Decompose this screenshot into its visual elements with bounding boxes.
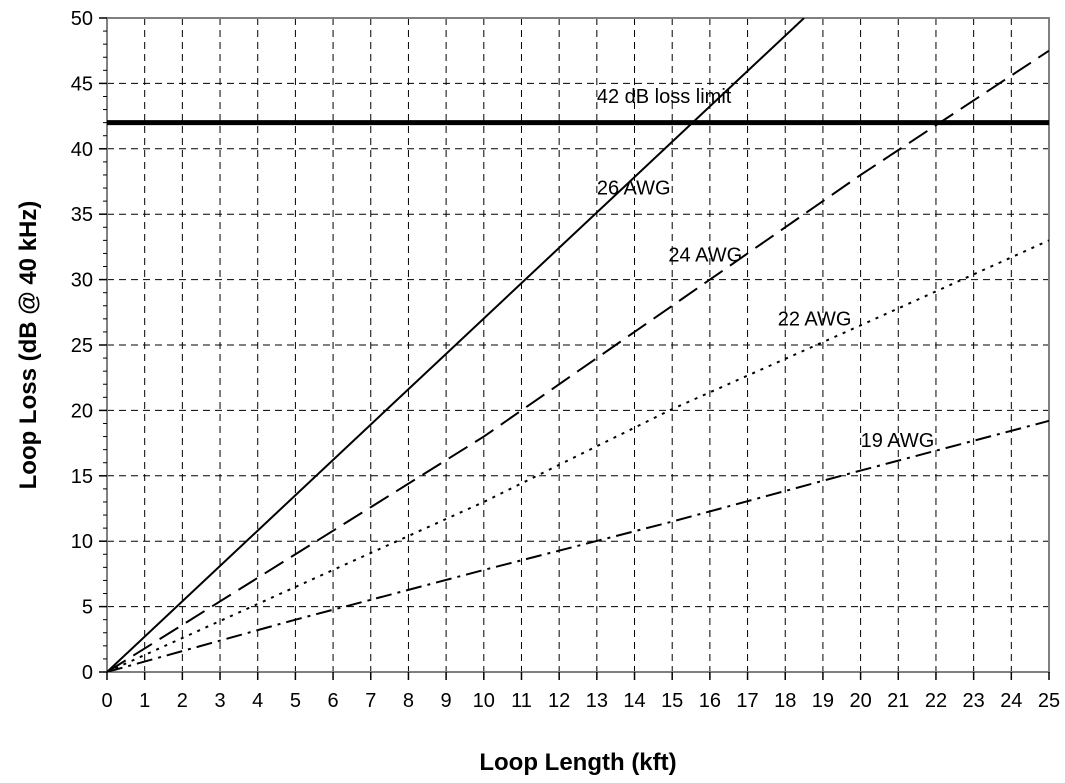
x-tick-label: 7	[365, 690, 376, 712]
x-tick-label: 18	[774, 690, 796, 712]
x-tick-label: 8	[403, 690, 414, 712]
series-label-24-awg: 24 AWG	[668, 244, 742, 266]
x-tick-label: 22	[925, 690, 947, 712]
y-tick-label: 45	[71, 73, 93, 95]
y-tick-label: 20	[71, 400, 93, 422]
x-tick-label: 15	[661, 690, 683, 712]
y-tick-label: 10	[71, 531, 93, 553]
x-tick-label: 12	[548, 690, 570, 712]
x-tick-label: 3	[214, 690, 225, 712]
y-tick-labels: 0 5 10 15 20 25 30 35 40 45 50	[71, 8, 93, 684]
labels: 26 AWG 24 AWG 22 AWG 19 AWG 42 dB loss limit	[597, 86, 934, 452]
x-tick-label: 6	[328, 690, 339, 712]
x-axis-title: Loop Length (kft)	[479, 749, 676, 776]
y-tick-label: 50	[71, 8, 93, 30]
x-tick-label: 4	[252, 690, 263, 712]
x-tick-label: 16	[699, 690, 721, 712]
x-tick-label: 23	[963, 690, 985, 712]
y-axis-title: Loop Loss (dB @ 40 kHz)	[15, 201, 42, 490]
x-tick-label: 17	[736, 690, 758, 712]
y-tick-label: 30	[71, 270, 93, 292]
x-tick-label: 20	[849, 690, 871, 712]
x-tick-label: 1	[139, 690, 150, 712]
series-line-22-awg	[107, 239, 1049, 672]
loss-limit-label: 42 dB loss limit	[597, 86, 732, 108]
grid	[107, 18, 1049, 672]
series-line-19-awg	[107, 419, 1049, 672]
x-tick-label: 2	[177, 690, 188, 712]
series-line-24-awg	[107, 49, 1049, 672]
x-tick-label: 19	[812, 690, 834, 712]
y-tick-label: 35	[71, 204, 93, 226]
x-tick-label: 24	[1000, 690, 1022, 712]
series-label-19-awg: 19 AWG	[861, 430, 935, 452]
x-tick-label: 9	[441, 690, 452, 712]
x-tick-label: 5	[290, 690, 301, 712]
y-tick-label: 5	[82, 597, 93, 619]
x-tick-label: 25	[1038, 690, 1060, 712]
y-tick-label: 15	[71, 466, 93, 488]
series-label-26-awg: 26 AWG	[597, 178, 671, 200]
y-tick-label: 40	[71, 139, 93, 161]
x-tick-label: 11	[511, 690, 532, 712]
x-tick-label: 0	[101, 690, 112, 712]
series-line-26-awg	[107, 18, 805, 672]
x-tick-labels: 0 1 2 3 4 5 6 7 8 9 10 11 12 13 14 15 16 17 18 19 20 21 22 23 24…	[101, 690, 1060, 712]
series-label-22-awg: 22 AWG	[778, 308, 852, 330]
x-tick-label: 21	[887, 690, 909, 712]
y-tick-label: 25	[71, 335, 93, 357]
minor-ticks	[103, 30, 107, 660]
x-tick-label: 13	[586, 690, 608, 712]
x-tick-label: 10	[473, 690, 495, 712]
y-tick-label: 0	[82, 662, 93, 684]
x-tick-label: 14	[623, 690, 645, 712]
major-ticks	[99, 17, 1050, 680]
series-lines	[107, 18, 1049, 672]
